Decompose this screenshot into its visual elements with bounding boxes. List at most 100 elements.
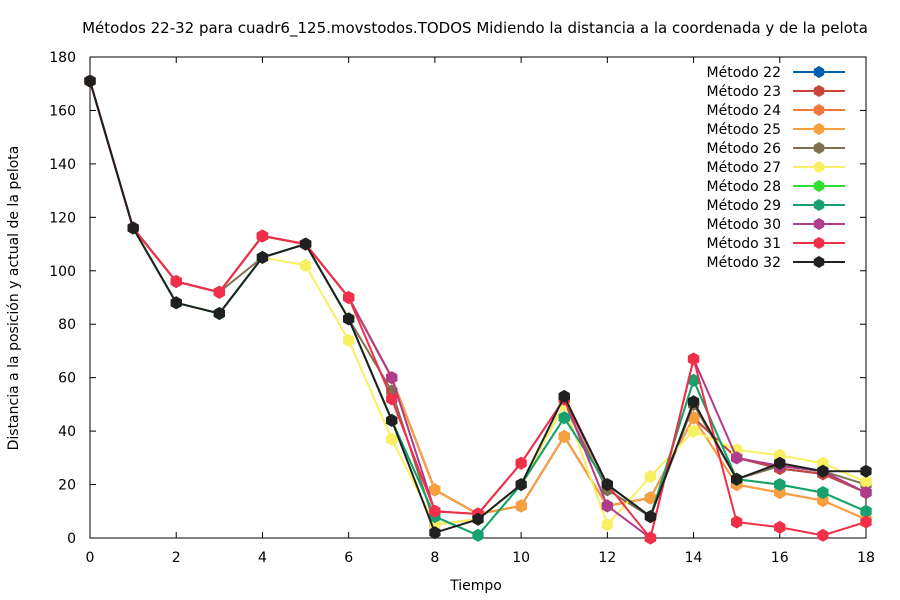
y-tick-label: 0 bbox=[67, 531, 76, 547]
data-point bbox=[429, 504, 441, 518]
legend-marker bbox=[813, 218, 825, 230]
legend-marker bbox=[813, 123, 825, 135]
data-point bbox=[860, 515, 872, 529]
data-point bbox=[256, 229, 269, 243]
data-point bbox=[213, 307, 225, 320]
x-tick-label: 14 bbox=[685, 550, 703, 566]
x-tick-label: 8 bbox=[430, 550, 439, 566]
legend: Método 22 Método 23 Método 24 Método 25 Méto… bbox=[707, 65, 845, 271]
legend-label: Método 28 bbox=[707, 179, 781, 195]
data-point bbox=[170, 275, 182, 288]
legend-marker bbox=[813, 104, 825, 116]
data-point bbox=[256, 250, 269, 264]
legend-entry: Método 31 bbox=[707, 236, 845, 252]
data-point bbox=[299, 258, 312, 272]
legend-marker bbox=[813, 237, 825, 249]
data-point bbox=[817, 464, 829, 478]
y-axis-label: Distancia a la posición y actual de la p… bbox=[6, 146, 22, 451]
x-tick-label: 16 bbox=[771, 550, 789, 566]
legend-marker bbox=[813, 66, 825, 78]
data-point bbox=[84, 74, 96, 88]
data-point bbox=[644, 531, 657, 545]
chart-title: Métodos 22-32 para cuadr6_125.movstodos.… bbox=[82, 19, 868, 38]
series-layer bbox=[84, 74, 872, 545]
data-point bbox=[687, 352, 700, 366]
data-point bbox=[817, 486, 829, 500]
data-point bbox=[558, 411, 570, 425]
data-point bbox=[386, 413, 398, 427]
x-tick-label: 10 bbox=[512, 550, 530, 566]
legend-label: Método 22 bbox=[707, 65, 781, 81]
data-point bbox=[472, 512, 484, 526]
data-point bbox=[386, 371, 398, 385]
data-point bbox=[774, 456, 786, 470]
data-point bbox=[817, 528, 829, 542]
legend-marker bbox=[813, 180, 825, 192]
data-point bbox=[386, 392, 398, 406]
data-point bbox=[860, 486, 872, 500]
legend-label: Método 32 bbox=[707, 255, 781, 271]
series-m-todo-32 bbox=[84, 74, 872, 540]
data-point bbox=[601, 518, 613, 532]
legend-label: Método 27 bbox=[707, 160, 781, 176]
legend-marker bbox=[813, 199, 825, 211]
y-tick-label: 60 bbox=[58, 371, 76, 387]
data-point bbox=[558, 430, 570, 443]
data-point bbox=[687, 424, 700, 438]
data-point bbox=[601, 478, 613, 492]
legend-marker bbox=[813, 142, 825, 154]
data-point bbox=[644, 510, 657, 524]
legend-entry: Método 22 bbox=[707, 65, 845, 81]
legend-entry: Método 25 bbox=[707, 122, 845, 138]
y-tick-label: 120 bbox=[49, 210, 76, 226]
legend-entry: Método 23 bbox=[707, 84, 845, 100]
legend-marker bbox=[813, 256, 825, 268]
legend-entry: Método 29 bbox=[707, 198, 845, 214]
legend-label: Método 24 bbox=[707, 103, 782, 119]
x-tick-label: 4 bbox=[258, 550, 267, 566]
data-point bbox=[213, 285, 225, 299]
data-point bbox=[601, 499, 613, 513]
data-point bbox=[343, 333, 355, 347]
data-point bbox=[558, 389, 570, 403]
data-point bbox=[515, 456, 527, 470]
legend-entry: Método 32 bbox=[707, 255, 845, 271]
y-tick-label: 80 bbox=[58, 317, 76, 333]
data-point bbox=[515, 478, 527, 492]
y-tick-label: 160 bbox=[49, 103, 76, 119]
x-tick-label: 12 bbox=[598, 550, 616, 566]
legend-entry: Método 30 bbox=[707, 217, 845, 233]
data-point bbox=[644, 491, 657, 505]
data-point bbox=[731, 451, 743, 465]
y-tick-label: 40 bbox=[58, 424, 76, 440]
data-point bbox=[860, 475, 872, 489]
data-point bbox=[429, 483, 441, 497]
data-point bbox=[343, 312, 355, 326]
data-point bbox=[687, 395, 700, 409]
data-point bbox=[774, 478, 786, 492]
data-point bbox=[299, 237, 312, 251]
data-point bbox=[860, 504, 872, 518]
data-point bbox=[860, 464, 872, 478]
data-point bbox=[687, 373, 700, 387]
x-tick-label: 6 bbox=[344, 550, 353, 566]
legend-label: Método 31 bbox=[707, 236, 781, 252]
legend-label: Método 30 bbox=[707, 217, 781, 233]
legend-entry: Método 24 bbox=[707, 103, 845, 119]
y-tick-label: 140 bbox=[49, 157, 76, 173]
data-point bbox=[386, 432, 398, 446]
legend-label: Método 26 bbox=[707, 141, 782, 157]
data-point bbox=[774, 520, 786, 534]
data-point bbox=[472, 528, 484, 542]
x-axis-label: Tiempo bbox=[449, 578, 502, 594]
legend-label: Método 29 bbox=[707, 198, 781, 214]
data-point bbox=[644, 470, 657, 483]
y-tick-label: 20 bbox=[58, 478, 76, 494]
y-tick-label: 100 bbox=[49, 264, 76, 280]
y-tick-label: 180 bbox=[49, 50, 76, 66]
data-point bbox=[731, 472, 743, 486]
legend-entry: Método 26 bbox=[707, 141, 845, 157]
legend-entry: Método 27 bbox=[707, 160, 845, 176]
data-point bbox=[127, 221, 139, 235]
